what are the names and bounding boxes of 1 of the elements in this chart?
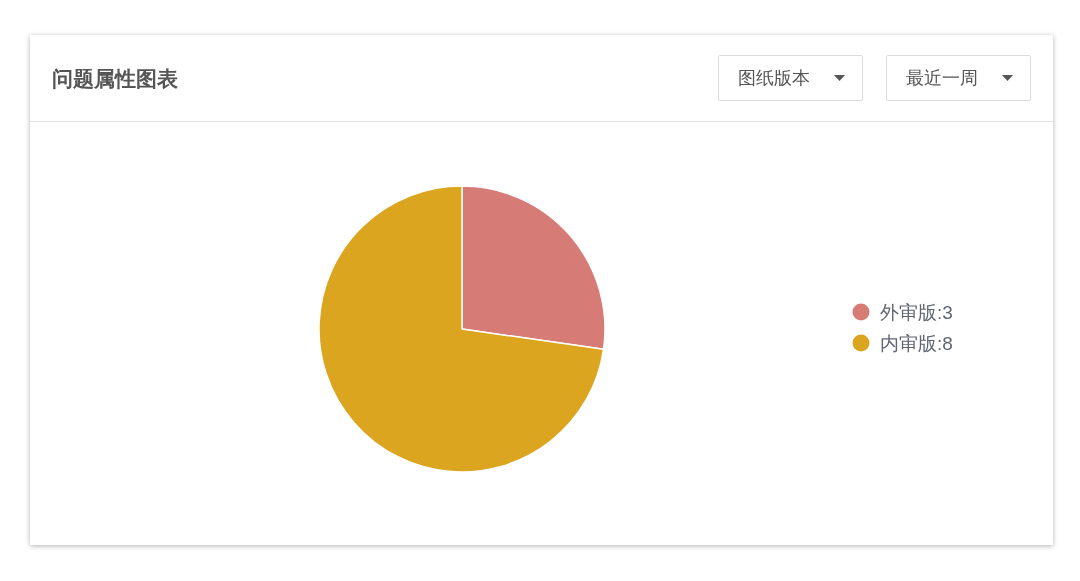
- title: 问题属性图表: [52, 66, 178, 92]
